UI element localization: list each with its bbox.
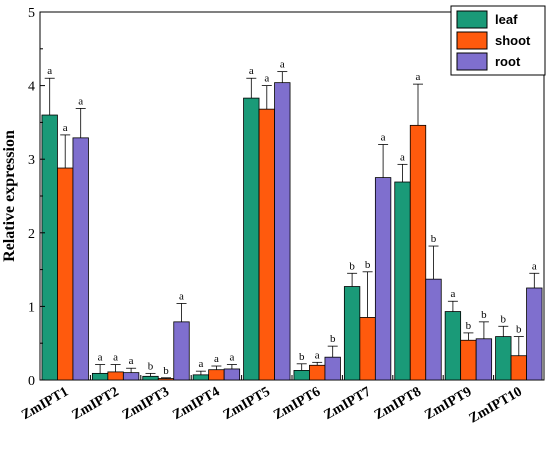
- x-category-label: ZmIPT4: [170, 384, 222, 423]
- bar-root-ZmIPT10: [526, 287, 543, 381]
- bar-leaf-ZmIPT2: [91, 372, 109, 381]
- bar-leaf-ZmIPT7: [343, 286, 361, 381]
- x-category-label: ZmIPT3: [120, 384, 172, 423]
- bar-shoot-ZmIPT7: [359, 317, 376, 381]
- significance-label-shoot-ZmIPT5: a: [264, 73, 269, 85]
- significance-label-root-ZmIPT4: a: [229, 352, 234, 364]
- significance-label-root-ZmIPT8: b: [431, 233, 437, 245]
- significance-label-root-ZmIPT5: a: [280, 59, 285, 71]
- significance-label-leaf-ZmIPT7: b: [349, 260, 355, 272]
- significance-label-leaf-ZmIPT3: b: [148, 360, 154, 372]
- significance-label-root-ZmIPT3: a: [179, 290, 184, 302]
- legend-swatch-shoot: [456, 31, 488, 50]
- significance-label-root-ZmIPT2: a: [129, 355, 134, 367]
- bar-shoot-ZmIPT8: [409, 124, 427, 381]
- bar-shoot-ZmIPT9: [460, 339, 477, 381]
- significance-label-root-ZmIPT10: a: [532, 260, 537, 272]
- significance-label-root-ZmIPT9: b: [481, 309, 487, 321]
- bar-shoot-ZmIPT6: [309, 364, 326, 381]
- bar-leaf-ZmIPT3: [142, 375, 159, 381]
- bar-leaf-ZmIPT4: [192, 374, 210, 381]
- legend-label-shoot: shoot: [495, 33, 531, 48]
- x-category-label: ZmIPT5: [221, 384, 273, 423]
- bar-root-ZmIPT2: [122, 372, 140, 381]
- bar-root-ZmIPT9: [475, 338, 493, 381]
- bar-shoot-ZmIPT10: [510, 355, 527, 381]
- bar-root-ZmIPT6: [324, 356, 341, 381]
- bar-shoot-ZmIPT5: [258, 108, 275, 381]
- significance-label-root-ZmIPT7: a: [381, 131, 386, 143]
- y-tick-label: 4: [28, 80, 35, 95]
- significance-label-shoot-ZmIPT1: a: [63, 122, 68, 134]
- significance-label-leaf-ZmIPT5: a: [249, 65, 254, 77]
- significance-label-leaf-ZmIPT10: b: [501, 313, 507, 325]
- significance-label-leaf-ZmIPT2: a: [98, 352, 103, 364]
- significance-label-shoot-ZmIPT3: b: [163, 365, 169, 377]
- bar-root-ZmIPT7: [374, 177, 392, 381]
- y-tick-label: 1: [28, 300, 35, 315]
- x-category-label: ZmIPT2: [70, 384, 122, 423]
- bar-root-ZmIPT5: [274, 82, 291, 381]
- significance-label-shoot-ZmIPT9: b: [466, 320, 472, 332]
- significance-label-shoot-ZmIPT10: b: [516, 324, 522, 336]
- bar-root-ZmIPT4: [223, 368, 241, 381]
- y-tick-label: 3: [28, 153, 35, 168]
- legend-swatch-root: [456, 52, 488, 71]
- bar-root-ZmIPT3: [173, 321, 190, 381]
- bar-leaf-ZmIPT8: [394, 181, 411, 381]
- significance-label-shoot-ZmIPT4: a: [214, 353, 219, 365]
- x-category-label: ZmIPT9: [422, 384, 474, 423]
- significance-label-shoot-ZmIPT8: a: [416, 71, 421, 83]
- significance-label-leaf-ZmIPT1: a: [47, 65, 52, 77]
- significance-label-leaf-ZmIPT4: a: [198, 358, 203, 370]
- bar-leaf-ZmIPT9: [444, 311, 462, 381]
- bar-shoot-ZmIPT4: [208, 369, 225, 381]
- significance-label-leaf-ZmIPT6: b: [299, 351, 305, 363]
- bar-root-ZmIPT8: [425, 278, 442, 381]
- bar-leaf-ZmIPT6: [293, 370, 310, 381]
- bar-root-ZmIPT1: [72, 137, 89, 381]
- significance-label-shoot-ZmIPT2: a: [113, 352, 118, 364]
- legend-label-leaf: leaf: [495, 12, 518, 27]
- bar-shoot-ZmIPT1: [57, 167, 74, 381]
- bar-shoot-ZmIPT2: [107, 371, 124, 381]
- x-category-label: ZmIPT7: [322, 384, 374, 423]
- significance-label-root-ZmIPT6: b: [330, 333, 336, 345]
- significance-label-leaf-ZmIPT9: a: [450, 288, 455, 300]
- y-tick-label: 2: [28, 227, 35, 242]
- significance-label-shoot-ZmIPT7: b: [365, 259, 371, 271]
- y-tick-label: 0: [28, 374, 35, 389]
- x-category-label: ZmIPT8: [372, 384, 424, 423]
- y-axis-title: Relative expression: [1, 130, 18, 262]
- significance-label-root-ZmIPT1: a: [78, 95, 83, 107]
- y-tick-label: 5: [28, 6, 35, 21]
- x-category-label: ZmIPT10: [467, 384, 525, 426]
- legend: leaf shoot root: [450, 5, 546, 76]
- x-category-label: ZmIPT6: [271, 384, 323, 423]
- bar-leaf-ZmIPT10: [495, 336, 512, 381]
- bar-shoot-ZmIPT3: [157, 378, 175, 381]
- legend-swatch-leaf: [456, 10, 488, 29]
- significance-label-leaf-ZmIPT8: a: [400, 151, 405, 163]
- x-category-label: ZmIPT1: [19, 384, 71, 423]
- legend-label-root: root: [495, 54, 521, 69]
- significance-label-shoot-ZmIPT6: a: [315, 349, 320, 361]
- bar-leaf-ZmIPT5: [243, 97, 260, 381]
- bar-leaf-ZmIPT1: [41, 114, 58, 381]
